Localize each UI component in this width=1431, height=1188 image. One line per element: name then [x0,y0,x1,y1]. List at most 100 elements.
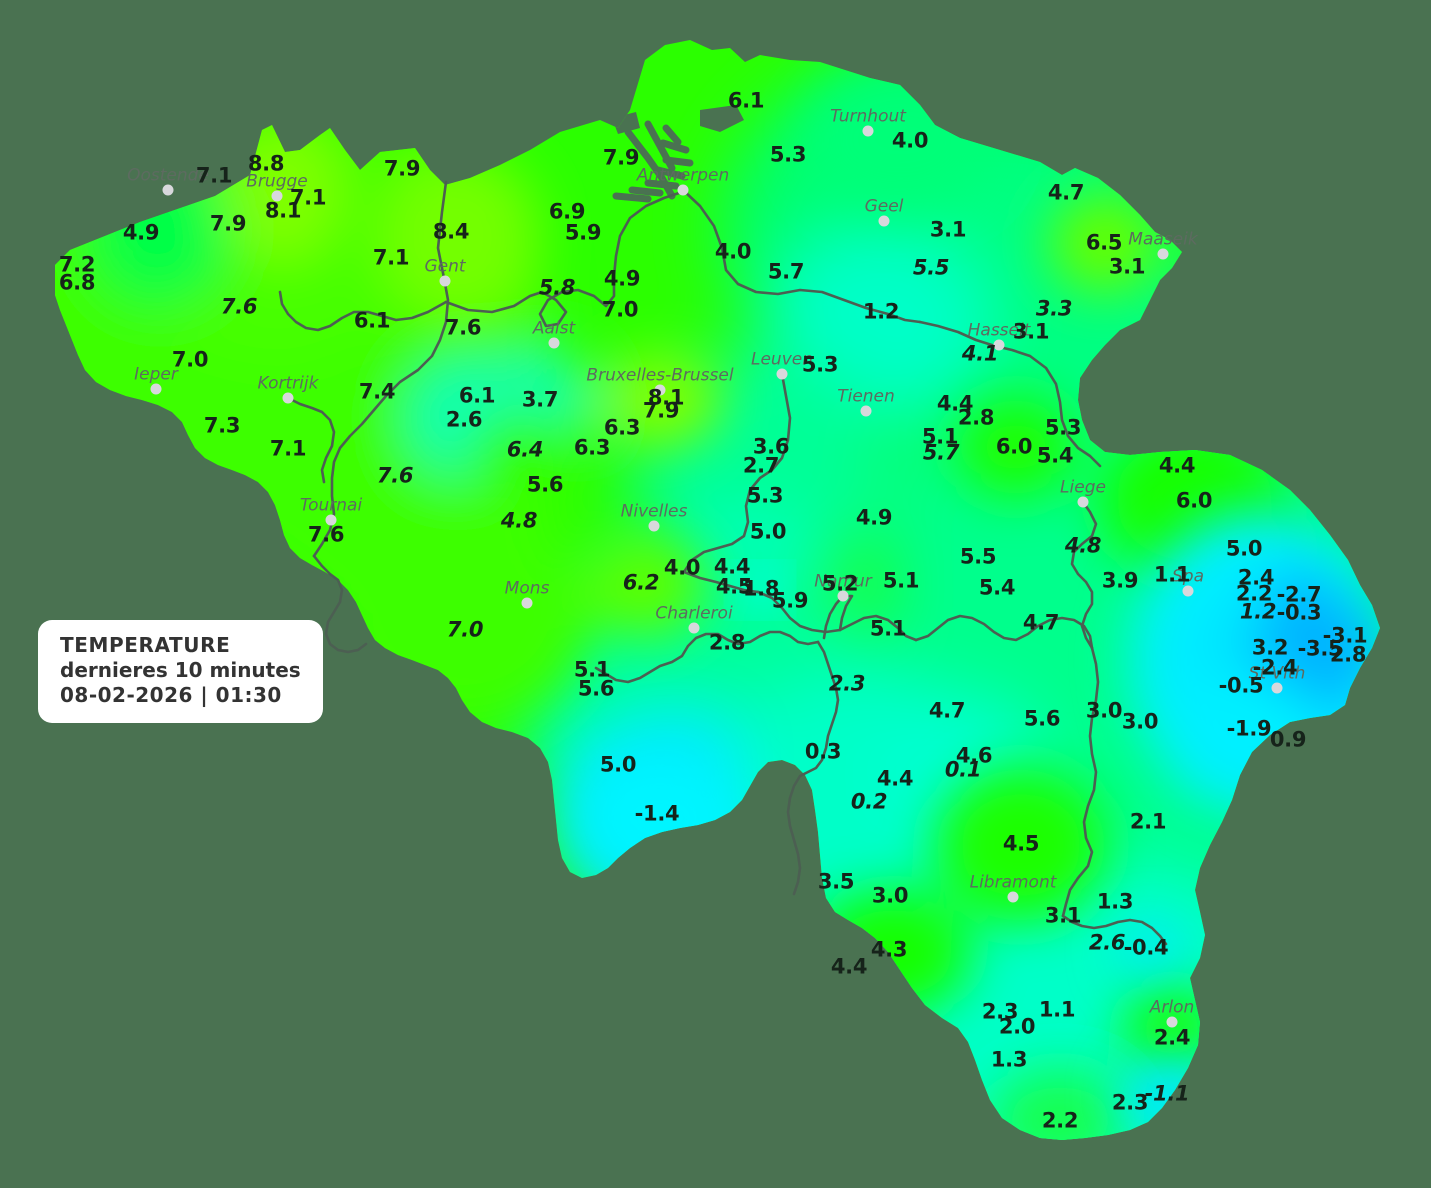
temperature-readout: 4.7 [1022,610,1060,635]
temperature-readout: 4.4 [1158,453,1196,478]
legend-title: TEMPERATURE [60,633,231,657]
legend-datetime: 08-02-2026 | 01:30 [60,683,282,707]
temperature-readout: 3.5 [817,869,855,894]
temperature-readout: 5.9 [564,220,602,245]
temperature-readout: 3.6 [752,434,790,459]
city-dot [1077,496,1089,508]
temperature-readout: 4.9 [122,220,160,245]
temperature-readout: 1.2 [1239,599,1277,624]
temperature-readout: 7.9 [209,211,247,236]
temperature-readout: 2.1 [1129,809,1167,834]
city-dot [162,184,174,196]
temperature-readout: 2.8 [957,405,995,430]
city-dot [1157,248,1169,260]
temperature-readout: 6.0 [1175,488,1213,513]
temperature-readout: 7.3 [203,413,241,438]
temperature-readout: 4.4 [713,554,751,579]
temperature-readout: 5.0 [1225,536,1263,561]
city-label: Oostende [127,165,209,186]
temperature-readout: 1.2 [862,299,900,324]
temperature-readout: 5.1 [882,568,920,593]
temperature-readout: 4.0 [714,239,752,264]
temperature-readout: 2.8 [708,630,746,655]
temperature-readout: 7.1 [289,185,327,210]
temperature-readout: 7.9 [383,156,421,181]
city-dot [1166,1016,1178,1028]
temperature-readout: -0.3 [1276,600,1322,625]
temperature-readout: -1.1 [1144,1081,1190,1106]
city-dot [282,392,294,404]
city-label: Leuven [751,349,813,370]
temperature-readout: 5.7 [767,259,805,284]
temperature-readout: 2.6 [1088,930,1126,955]
city-label: Geel [864,196,904,217]
temperature-readout: 2.7 [742,453,780,478]
temperature-readout: 4.9 [855,505,893,530]
city-label: Liege [1060,477,1106,498]
temperature-readout: 5.0 [599,752,637,777]
temperature-readout: -2.7 [1276,582,1322,607]
temperature-readout: 0.3 [804,739,842,764]
city-dot [993,339,1005,351]
temperature-readout: 1.1 [1038,997,1076,1022]
temperature-readout: 6.1 [458,383,496,408]
city-label: Aalst [532,318,576,339]
city-label: Libramont [969,872,1057,893]
temperature-readout: 5.6 [526,472,564,497]
temperature-readout: 7.4 [358,379,396,404]
city-label: Spa [1172,566,1204,587]
city-label: Mons [504,578,550,599]
temperature-readout: 3.0 [1121,709,1159,734]
city-label: Maaseik [1128,229,1198,250]
city-dot [862,125,874,137]
temperature-readout: 4.0 [663,555,701,580]
temperature-readout: 7.9 [602,145,640,170]
temperature-readout: -0.4 [1123,935,1169,960]
temperature-readout: 2.4 [1153,1025,1191,1050]
temperature-readout: -1.4 [634,801,680,826]
legend-subtitle: dernieres 10 minutes [60,658,301,682]
city-label: Hasselt [967,320,1031,341]
temperature-readout: 8.4 [432,219,470,244]
temperature-readout: 3.1 [1108,254,1146,279]
temperature-readout: 5.2 [821,571,859,596]
temperature-readout: 2.2 [1235,581,1273,606]
temperature-readout: 2.6 [445,407,483,432]
temperature-readout: 4.7 [1047,180,1085,205]
city-dot [860,405,872,417]
city-label: Ieper [134,364,178,385]
temperature-readout: -3.1 [1322,623,1368,648]
city-label: Turnhout [830,106,906,127]
temperature-readout: 1.1 [1153,562,1191,587]
temperature-readout: 5.3 [801,352,839,377]
temperature-readout: 5.1 [921,424,959,449]
city-label: Bruxelles-Brussel [586,365,734,386]
temperature-readout: 4.5 [715,574,753,599]
temperature-readout: 4.1 [961,341,999,366]
temperature-readout: 1.3 [1096,889,1134,914]
city-label: St-Vith [1248,663,1306,684]
city-dot [150,383,162,395]
temperature-readout: 2.3 [1111,1090,1149,1115]
temperature-readout: 6.5 [1085,230,1123,255]
temperature-readout: 7.0 [446,617,484,642]
city-label: Antwerpen [636,165,730,186]
temperature-readout: 8.8 [247,151,285,176]
city-dot [878,215,890,227]
temperature-readout: 5.1 [869,616,907,641]
temperature-readout: 5.6 [1023,706,1061,731]
temperature-readout: 6.2 [622,570,660,595]
temperature-readout: 5.7 [922,440,960,465]
temperature-readout: 7.6 [307,522,345,547]
temperature-readout: -1.9 [1226,716,1272,741]
temperature-readout: 7.6 [220,294,258,319]
temperature-readout: 7.0 [601,297,639,322]
temperature-readout: 5.4 [978,575,1016,600]
temperature-readout: 3.1 [1044,903,1082,928]
city-dot [1007,891,1019,903]
city-dot [439,275,451,287]
temperature-readout: 7.0 [171,347,209,372]
temperature-readout: -0.5 [1218,673,1264,698]
